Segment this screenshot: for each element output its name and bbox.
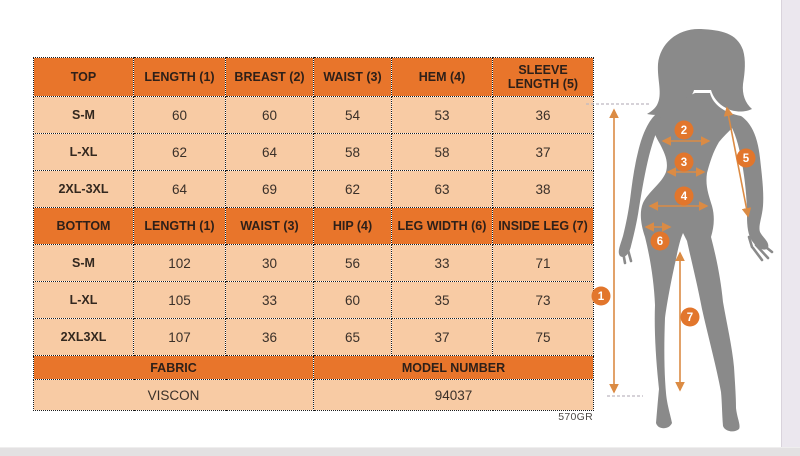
value-cell: 36 <box>492 96 594 134</box>
bottom-col-length: LENGTH (1) <box>133 207 226 245</box>
value-cell: 58 <box>391 133 493 171</box>
bottom-col-hip: HIP (4) <box>313 207 392 245</box>
value-cell: 38 <box>492 170 594 208</box>
table-row: L-XL 62 64 58 58 37 <box>33 133 594 171</box>
style-code-label: 570GR <box>558 411 593 423</box>
fabric-header: FABRIC <box>33 355 314 380</box>
marker-4-label: 4 <box>681 191 688 203</box>
top-col-hem: HEM (4) <box>391 57 493 97</box>
value-cell: 105 <box>133 281 226 319</box>
marker-1-label: 1 <box>598 291 605 303</box>
background-bottom-bar <box>0 447 800 456</box>
woman-silhouette <box>618 28 774 432</box>
top-col-waist: WAIST (3) <box>313 57 392 97</box>
value-cell: 64 <box>225 133 314 171</box>
marker-3-label: 3 <box>681 157 687 169</box>
table-row: 2XL-3XL 64 69 62 63 38 <box>33 170 594 208</box>
value-cell: 71 <box>492 244 594 282</box>
marker-4-icon: 4 <box>674 186 694 206</box>
footer-header-row: FABRIC MODEL NUMBER <box>33 355 594 380</box>
bottom-col-leg-width: LEG WIDTH (6) <box>391 207 493 245</box>
value-cell: 60 <box>133 96 226 134</box>
table-row: 2XL3XL 107 36 65 37 75 <box>33 318 594 356</box>
bottom-col-inside-leg: INSIDE LEG (7) <box>492 207 594 245</box>
value-cell: 33 <box>391 244 493 282</box>
table-row: S-M 60 60 54 53 36 <box>33 96 594 134</box>
value-cell: 37 <box>391 318 493 356</box>
bottom-section-label: BOTTOM <box>33 207 134 245</box>
marker-5-label: 5 <box>743 153 750 165</box>
size-chart-table: TOP LENGTH (1) BREAST (2) WAIST (3) HEM … <box>33 57 594 411</box>
fabric-value: VISCON <box>33 379 314 411</box>
value-cell: 56 <box>313 244 392 282</box>
value-cell: 73 <box>492 281 594 319</box>
marker-3-icon: 3 <box>674 152 694 172</box>
value-cell: 58 <box>313 133 392 171</box>
value-cell: 35 <box>391 281 493 319</box>
size-label: L-XL <box>33 133 134 171</box>
value-cell: 53 <box>391 96 493 134</box>
background-right-strip <box>781 0 800 456</box>
value-cell: 65 <box>313 318 392 356</box>
value-cell: 102 <box>133 244 226 282</box>
measurement-figure: 1 2 3 4 5 6 7 <box>585 0 800 456</box>
marker-5-icon: 5 <box>736 148 756 168</box>
table-row: S-M 102 30 56 33 71 <box>33 244 594 282</box>
value-cell: 62 <box>133 133 226 171</box>
measurement-markers: 1 2 3 4 5 6 7 <box>591 120 756 327</box>
top-section-label: TOP <box>33 57 134 97</box>
bottom-header-row: BOTTOM LENGTH (1) WAIST (3) HIP (4) LEG … <box>33 207 594 245</box>
value-cell: 36 <box>225 318 314 356</box>
size-label: 2XL3XL <box>33 318 134 356</box>
value-cell: 33 <box>225 281 314 319</box>
top-col-length: LENGTH (1) <box>133 57 226 97</box>
value-cell: 37 <box>492 133 594 171</box>
size-label: S-M <box>33 244 134 282</box>
value-cell: 62 <box>313 170 392 208</box>
value-cell: 63 <box>391 170 493 208</box>
marker-1-icon: 1 <box>591 286 611 306</box>
marker-2-icon: 2 <box>674 120 694 140</box>
marker-7-label: 7 <box>687 312 693 324</box>
model-number-value: 94037 <box>313 379 594 411</box>
top-col-sleeve-length: SLEEVE LENGTH (5) <box>492 57 594 97</box>
value-cell: 60 <box>313 281 392 319</box>
marker-2-label: 2 <box>681 125 687 137</box>
size-label: 2XL-3XL <box>33 170 134 208</box>
value-cell: 75 <box>492 318 594 356</box>
footer-value-row: VISCON 94037 <box>33 379 594 411</box>
top-col-breast: BREAST (2) <box>225 57 314 97</box>
table-row: L-XL 105 33 60 35 73 <box>33 281 594 319</box>
value-cell: 69 <box>225 170 314 208</box>
marker-6-label: 6 <box>657 236 663 248</box>
silhouette-fingers <box>621 235 774 265</box>
size-label: L-XL <box>33 281 134 319</box>
value-cell: 30 <box>225 244 314 282</box>
silhouette-left-arm <box>618 113 663 257</box>
value-cell: 107 <box>133 318 226 356</box>
size-label: S-M <box>33 96 134 134</box>
silhouette-hair <box>647 28 752 115</box>
marker-6-icon: 6 <box>650 231 670 251</box>
value-cell: 64 <box>133 170 226 208</box>
top-header-row: TOP LENGTH (1) BREAST (2) WAIST (3) HEM … <box>33 57 594 97</box>
bottom-col-waist: WAIST (3) <box>225 207 314 245</box>
model-number-header: MODEL NUMBER <box>313 355 594 380</box>
silhouette-right-arm <box>728 116 769 250</box>
value-cell: 60 <box>225 96 314 134</box>
marker-7-icon: 7 <box>680 307 700 327</box>
silhouette-body <box>640 93 741 432</box>
value-cell: 54 <box>313 96 392 134</box>
